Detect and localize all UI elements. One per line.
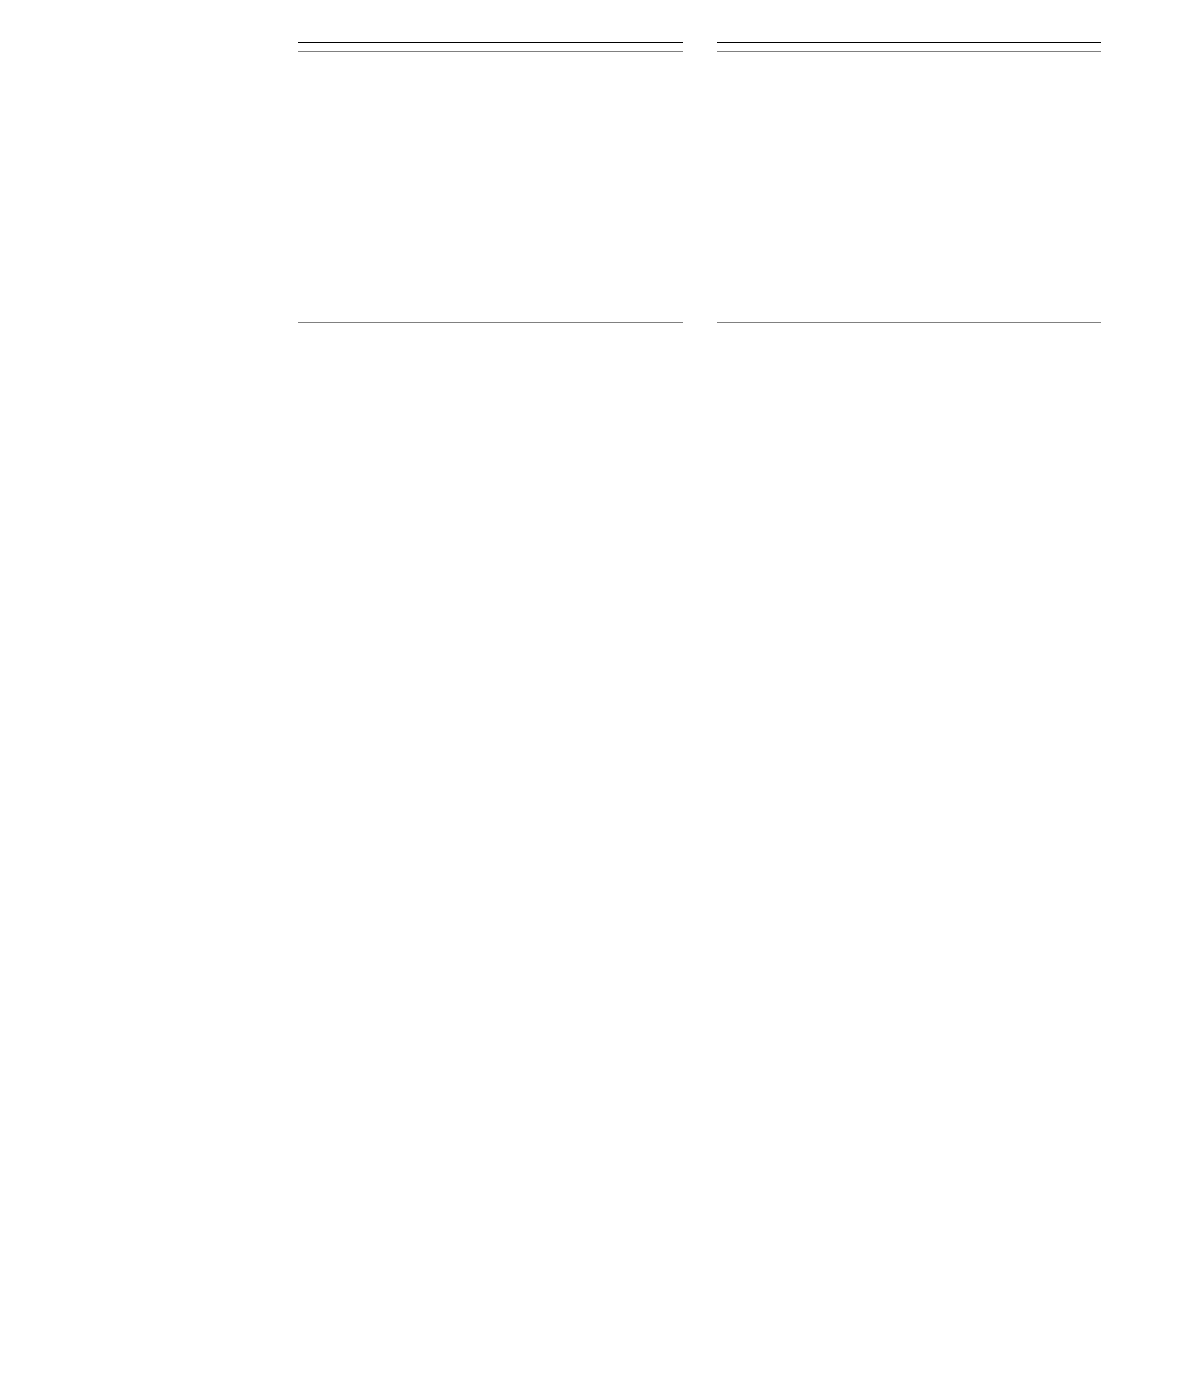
chart-left xyxy=(298,42,683,326)
page xyxy=(0,0,1191,366)
chart-source xyxy=(717,322,1102,326)
scatter-chart xyxy=(717,60,1097,320)
chart-title xyxy=(298,42,683,52)
chart-source xyxy=(298,322,683,326)
chart-right xyxy=(717,42,1102,326)
charts-row xyxy=(298,42,1101,326)
scatter-chart xyxy=(298,60,678,320)
chart-title xyxy=(717,42,1102,52)
